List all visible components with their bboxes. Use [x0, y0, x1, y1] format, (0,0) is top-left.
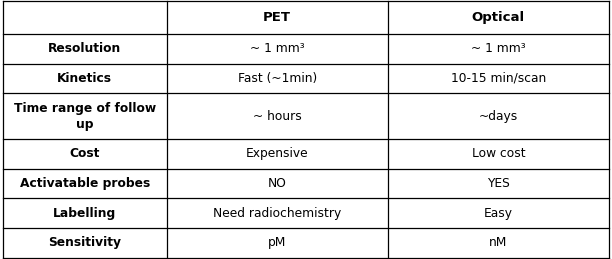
Text: Easy: Easy [484, 207, 513, 220]
Text: Low cost: Low cost [472, 147, 525, 161]
Text: Cost: Cost [70, 147, 100, 161]
Text: PET: PET [263, 11, 291, 24]
Text: Expensive: Expensive [246, 147, 308, 161]
Text: Time range of follow
up: Time range of follow up [13, 102, 156, 131]
Text: Optical: Optical [472, 11, 525, 24]
Text: pM: pM [268, 236, 286, 249]
Text: ~ 1 mm³: ~ 1 mm³ [250, 42, 305, 55]
Text: 10-15 min/scan: 10-15 min/scan [451, 72, 546, 85]
Text: ~ 1 mm³: ~ 1 mm³ [471, 42, 526, 55]
Text: Need radiochemistry: Need radiochemistry [213, 207, 341, 220]
Text: nM: nM [489, 236, 507, 249]
Text: Kinetics: Kinetics [58, 72, 113, 85]
Text: Sensitivity: Sensitivity [48, 236, 121, 249]
Text: Resolution: Resolution [48, 42, 121, 55]
Text: Labelling: Labelling [53, 207, 116, 220]
Text: ~days: ~days [479, 110, 518, 123]
Text: Activatable probes: Activatable probes [20, 177, 150, 190]
Text: YES: YES [487, 177, 510, 190]
Text: Fast (~1min): Fast (~1min) [237, 72, 317, 85]
Text: ~ hours: ~ hours [253, 110, 302, 123]
Text: NO: NO [268, 177, 286, 190]
